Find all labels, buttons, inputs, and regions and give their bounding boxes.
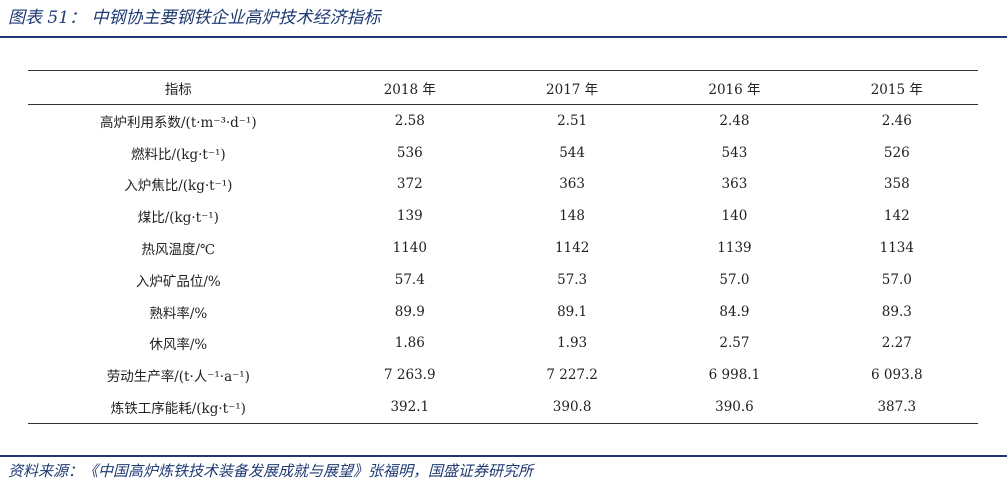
title-divider [0,36,1007,38]
cell-value: 2.27 [881,335,912,352]
cell-value: 57.0 [719,271,750,288]
header-2015: 2015 年 [815,70,978,105]
cell-value: 363 [559,176,585,193]
cell-value: 1139 [717,240,752,257]
cell-value: 84.9 [719,303,750,320]
row-label: 热风温度/℃ [141,242,216,259]
source-divider [0,455,1007,457]
cell-value: 1142 [554,240,590,257]
figure-title: 图表 51： 中钢协主要钢铁企业高炉技术经济指标 [8,8,381,28]
cell-value: 390.8 [490,391,654,424]
table-row: 热风温度/℃ 1140 1142 1139 1134 [28,232,978,264]
row-label: 入炉焦比/(kg·t⁻¹) [124,178,233,195]
table-row: 煤比/(kg·t⁻¹) 139 148 140 142 [28,200,978,232]
cell-value: 6 093.8 [871,367,923,384]
table-row: 休风率/% 1.86 1.93 2.57 2.27 [28,328,978,360]
table-row: 入炉焦比/(kg·t⁻¹) 372 363 363 358 [28,169,978,201]
header-2018: 2018 年 [328,70,491,105]
cell-value: 89.3 [881,303,912,320]
table-row: 入炉矿品位/% 57.4 57.3 57.0 57.0 [28,264,978,296]
cell-value: 543 [721,144,748,161]
cell-value: 358 [883,176,910,193]
cell-value: 2.58 [394,112,425,129]
cell-value: 148 [559,208,585,225]
cell-value: 387.3 [815,391,978,424]
cell-value: 544 [559,144,585,161]
table-row: 燃料比/(kg·t⁻¹) 536 544 543 526 [28,137,978,169]
cell-value: 1140 [392,240,427,257]
cell-value: 89.1 [557,303,588,320]
cell-value: 7 227.2 [546,367,598,384]
row-label: 休风率/% [149,337,208,354]
header-2017: 2017 年 [490,70,654,105]
header-2016: 2016 年 [653,70,816,105]
cell-value: 142 [883,208,910,225]
row-label: 熟料率/% [149,305,208,322]
cell-value: 7 263.9 [384,367,436,384]
cell-value: 372 [396,176,423,193]
row-label: 煤比/(kg·t⁻¹) [137,210,219,227]
cell-value: 390.6 [653,391,816,424]
cell-value: 139 [396,208,423,225]
cell-value: 2.48 [719,112,750,129]
row-label: 高炉利用系数/(t·m⁻³·d⁻¹) [100,114,257,131]
cell-value: 1.93 [557,335,588,352]
row-label: 入炉矿品位/% [135,273,221,290]
cell-value: 392.1 [328,391,491,424]
row-label: 劳动生产率/(t·人⁻¹·a⁻¹) [106,369,250,386]
cell-value: 57.0 [881,271,912,288]
table-header-row: 指标 2018 年 2017 年 2016 年 2015 年 [28,70,978,105]
cell-value: 6 998.1 [708,367,761,384]
cell-value: 2.57 [719,335,750,352]
indicator-table: 指标 2018 年 2017 年 2016 年 2015 年 高炉利用系数/(t… [28,70,978,424]
header-indicator: 指标 [28,70,329,105]
table-row: 熟料率/% 89.9 89.1 84.9 89.3 [28,296,978,328]
cell-value: 526 [883,144,910,161]
table-row: 高炉利用系数/(t·m⁻³·d⁻¹) 2.58 2.51 2.48 2.46 [28,105,978,137]
cell-value: 89.9 [394,303,425,320]
source-note: 资料来源：《中国高炉炼铁技术装备发展成就与展望》张福明，国盛证券研究所 [8,462,534,480]
cell-value: 2.51 [557,112,588,129]
cell-value: 2.46 [881,112,912,129]
table-row: 炼铁工序能耗/(kg·t⁻¹) 392.1 390.8 390.6 387.3 [28,391,978,424]
cell-value: 536 [396,144,423,161]
table-row: 劳动生产率/(t·人⁻¹·a⁻¹) 7 263.9 7 227.2 6 998.… [28,359,978,391]
cell-value: 57.3 [557,271,588,288]
cell-value: 363 [721,176,748,193]
row-label: 燃料比/(kg·t⁻¹) [130,146,226,163]
cell-value: 1.86 [394,335,425,352]
cell-value: 1134 [879,240,914,257]
cell-value: 140 [721,208,748,225]
row-label: 炼铁工序能耗/(kg·t⁻¹) [28,391,329,424]
cell-value: 57.4 [394,271,425,288]
